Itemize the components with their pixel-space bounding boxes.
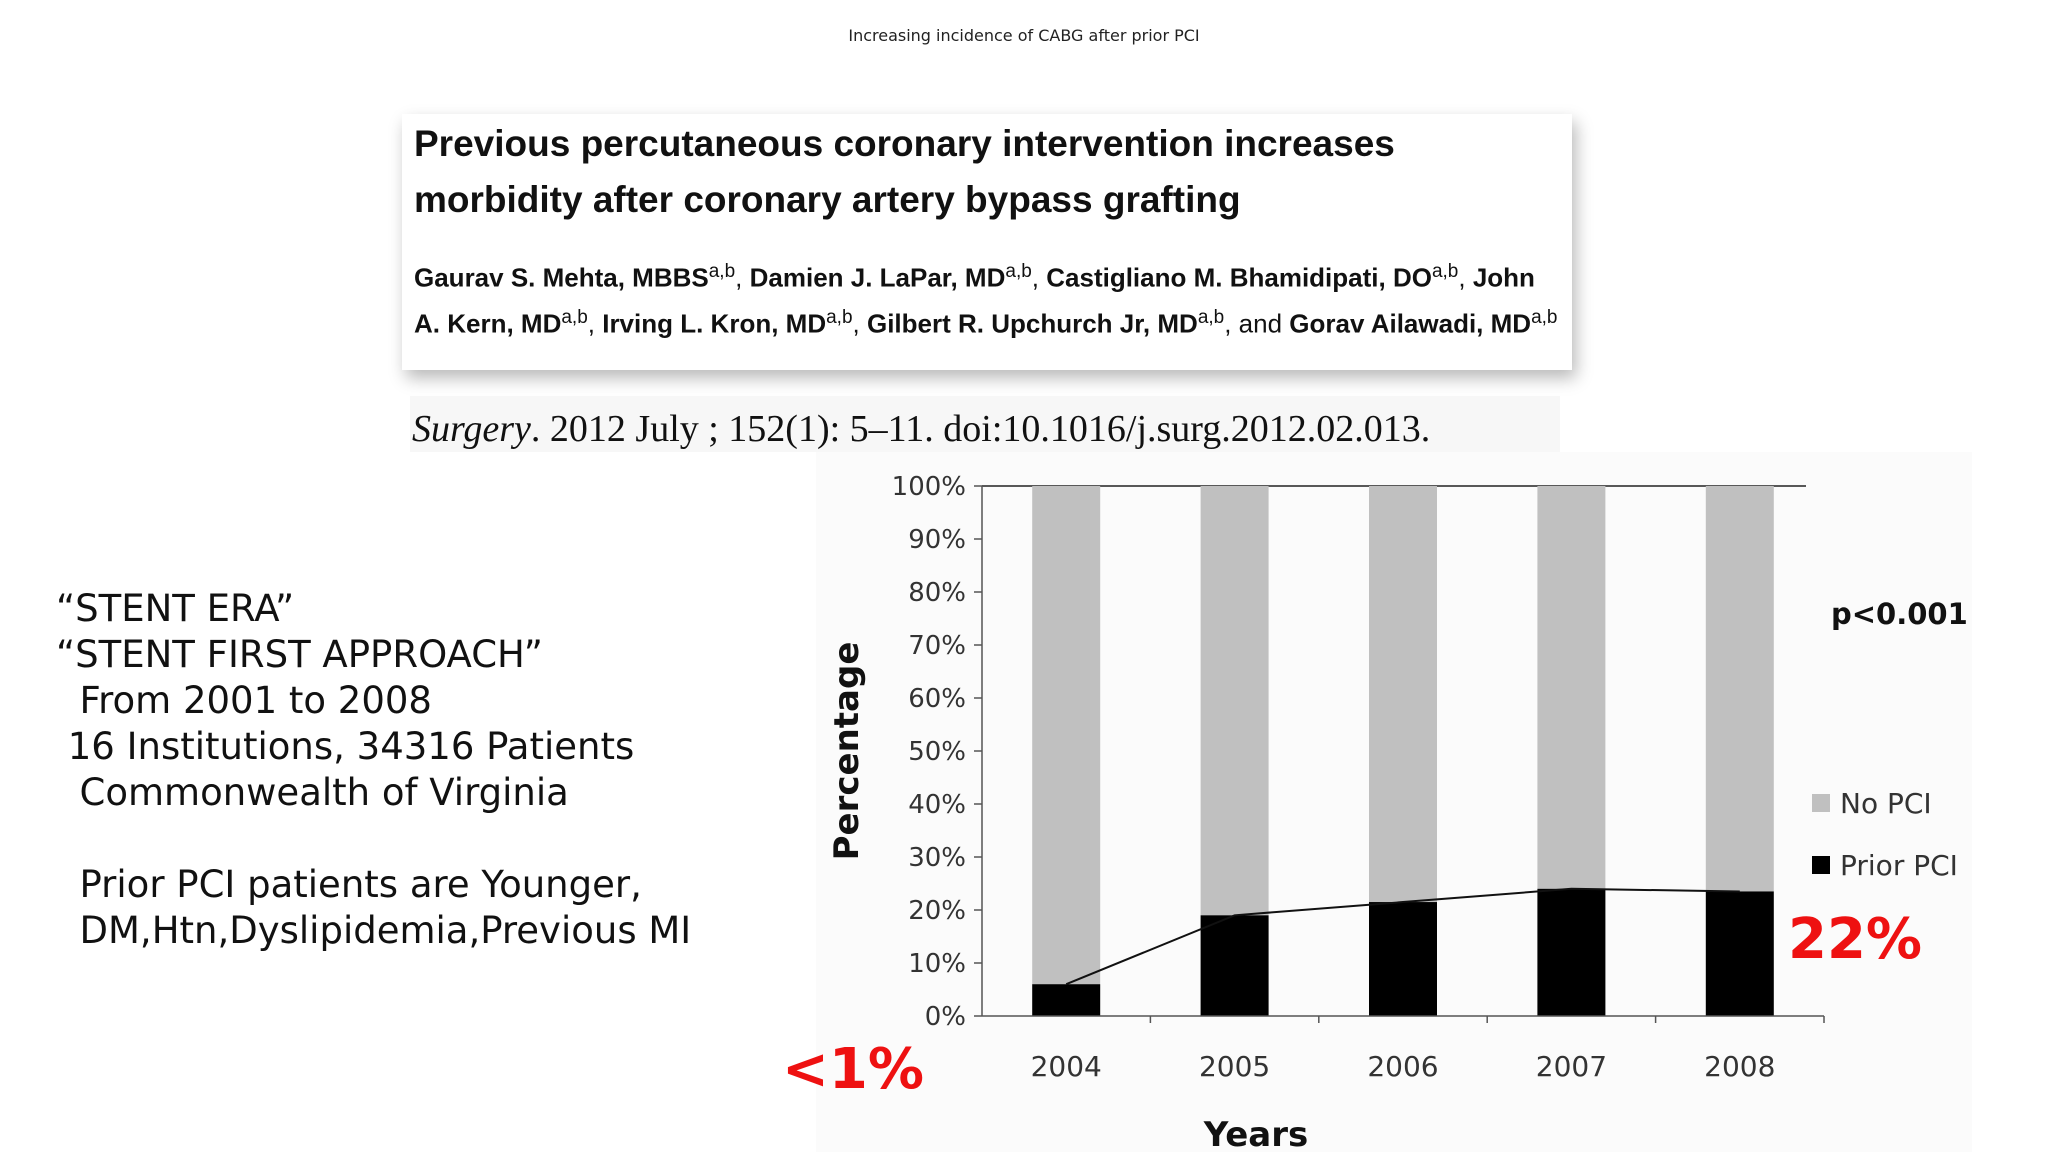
bar-prior-pci xyxy=(1369,902,1437,1016)
p-value-label: p<0.001 xyxy=(1831,597,1968,631)
y-tick-label: 60% xyxy=(908,684,966,714)
author-affiliation: a,b xyxy=(708,261,736,282)
note-line: 16 Institutions, 34316 Patients xyxy=(56,725,635,768)
bar-prior-pci xyxy=(1032,984,1101,1016)
y-tick-label: 20% xyxy=(908,896,966,926)
end-percentage-annotation: 22% xyxy=(1788,907,1923,972)
author-affiliation: a,b xyxy=(1197,306,1225,328)
note-line: “STENT ERA” xyxy=(56,587,295,630)
y-tick-label: 30% xyxy=(908,843,966,873)
bar-prior-pci xyxy=(1200,915,1269,1016)
bar-no-pci xyxy=(1705,486,1774,892)
author-separator: , xyxy=(852,308,867,339)
author-name: Damien J. LaPar, MD xyxy=(749,262,1006,293)
x-tick-label: 2006 xyxy=(1367,1050,1438,1083)
x-tick-label: 2008 xyxy=(1704,1050,1775,1083)
author-name: Gaurav S. Mehta, MBBS xyxy=(414,262,709,293)
note-line: “STENT FIRST APPROACH” xyxy=(56,633,543,676)
author-name: Gilbert R. Upchurch Jr, MD xyxy=(866,308,1198,339)
author-name: Gorav Ailawadi, MD xyxy=(1289,308,1532,339)
y-tick-label: 50% xyxy=(908,737,966,767)
bar-no-pci xyxy=(1369,486,1437,903)
chart-svg: 2004 2005 2006 2007 2008 0% 10% 20% 30% 40% 50% 60%… xyxy=(827,472,1968,1152)
paper-title-line2: morbidity after coronary artery bypass g… xyxy=(414,179,1241,220)
author-affiliation: a,b xyxy=(826,306,853,328)
author-name: John A. Kern, MD xyxy=(414,262,1535,339)
y-tick-label: 40% xyxy=(908,790,966,820)
x-tick-label: 2004 xyxy=(1031,1050,1102,1083)
note-line: From 2001 to 2008 xyxy=(56,679,432,722)
author-affiliation: a,b xyxy=(1531,306,1558,328)
author-affiliation: a,b xyxy=(1005,261,1032,282)
y-tick-label: 80% xyxy=(908,578,966,608)
author-separator: , xyxy=(735,262,750,293)
x-axis-title: Years xyxy=(1203,1115,1309,1152)
author-affiliation: a,b xyxy=(1431,261,1459,282)
y-tick-label: 100% xyxy=(892,472,966,502)
bar-no-pci xyxy=(1537,486,1606,889)
x-tick-label: 2005 xyxy=(1199,1050,1270,1083)
bar-no-pci xyxy=(1200,486,1269,916)
start-percentage-annotation: <1% xyxy=(782,1037,924,1102)
bar-prior-pci xyxy=(1537,888,1606,1016)
legend-label-no-pci: No PCI xyxy=(1840,787,1932,820)
legend-swatch-prior-pci xyxy=(1812,856,1830,874)
note-line: Commonwealth of Virginia xyxy=(56,771,569,814)
y-tick-label: 0% xyxy=(925,1002,966,1032)
author-separator: , xyxy=(1458,262,1473,293)
bar-prior-pci xyxy=(1705,891,1774,1016)
x-tick-label: 2007 xyxy=(1536,1050,1607,1083)
author-separator: , xyxy=(1031,262,1047,293)
citation-details: . 2012 July ; 152(1): 5–11. doi:10.1016/… xyxy=(530,408,1431,450)
stent-era-notes: “STENT ERA” “STENT FIRST APPROACH” From … xyxy=(56,586,691,954)
prior-pci-trend-line xyxy=(1065,887,1740,986)
y-tick-label: 70% xyxy=(908,631,966,661)
legend-label-prior-pci: Prior PCI xyxy=(1840,849,1958,882)
paper-title-line1: Previous percutaneous coronary intervent… xyxy=(414,123,1395,164)
y-tick-label: 90% xyxy=(908,525,966,555)
paper-authors: Gaurav S. Mehta, MBBSa,b, Damien J. LaPa… xyxy=(414,252,1560,343)
slide-title: Increasing incidence of CABG after prior… xyxy=(848,26,1200,45)
author-affiliation: a,b xyxy=(561,306,588,328)
note-line xyxy=(56,816,691,862)
y-tick-label: 10% xyxy=(908,949,966,979)
paper-citation: Surgery. 2012 July ; 152(1): 5–11. doi:1… xyxy=(410,396,1560,452)
y-axis-title: Percentage xyxy=(827,642,867,861)
bar-no-pci xyxy=(1032,486,1101,985)
author-name: Irving L. Kron, MD xyxy=(602,308,827,339)
paper-title: Previous percutaneous coronary intervent… xyxy=(414,116,1560,228)
stacked-bar-chart: 2004 2005 2006 2007 2008 0% 10% 20% 30% 40% 50% 60%… xyxy=(816,452,1972,1152)
author-separator: , xyxy=(587,308,603,339)
author-separator: , and xyxy=(1224,308,1290,339)
paper-header-card: Previous percutaneous coronary intervent… xyxy=(402,114,1572,370)
note-line: DM,Htn,Dyslipidemia,Previous MI xyxy=(56,909,692,952)
legend-swatch-no-pci xyxy=(1812,794,1830,812)
note-line: Prior PCI patients are Younger, xyxy=(56,863,642,906)
author-name: Castigliano M. Bhamidipati, DO xyxy=(1046,262,1432,293)
citation-journal: Surgery xyxy=(412,408,531,450)
